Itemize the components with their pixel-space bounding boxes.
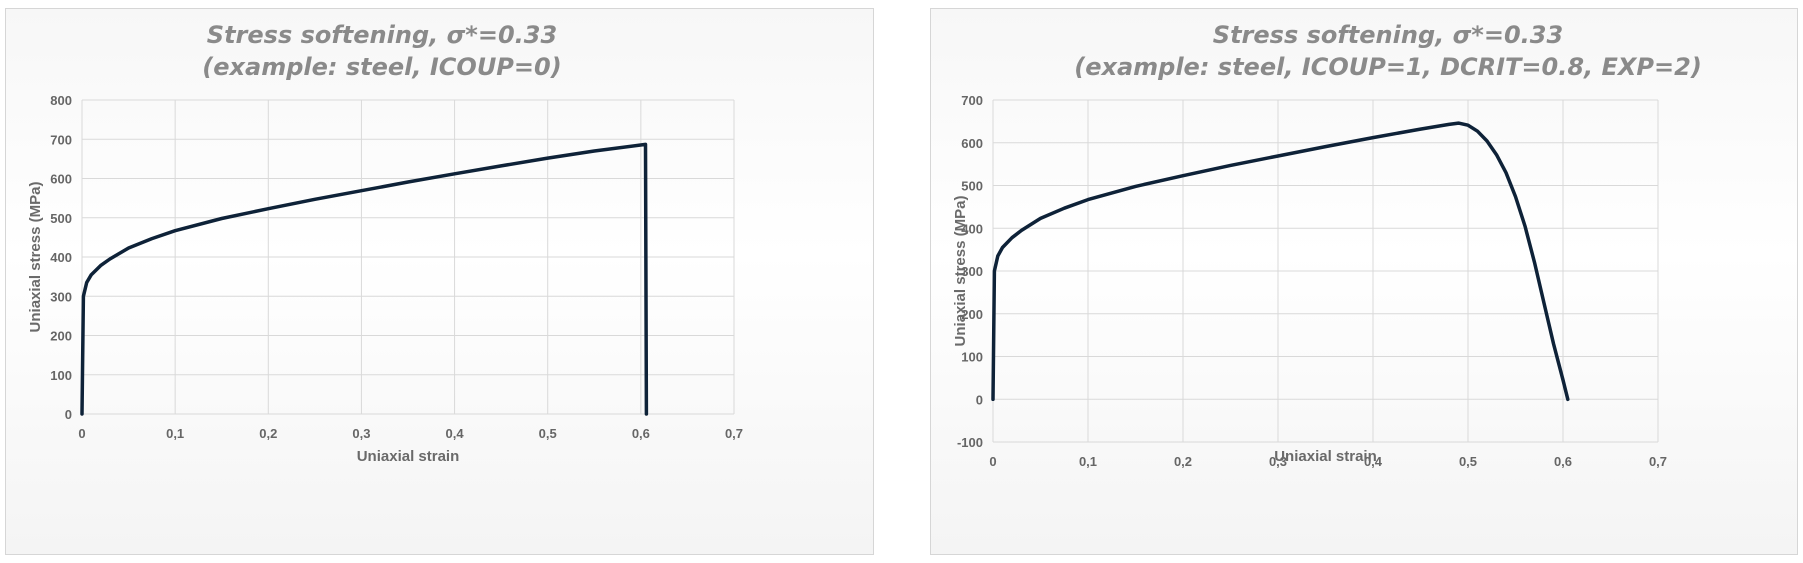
y-tick-label: -100 xyxy=(957,435,983,450)
x-tick-label: 0,1 xyxy=(166,426,184,441)
x-tick-label: 0,6 xyxy=(632,426,650,441)
x-tick-label: 0,5 xyxy=(1459,454,1477,469)
y-tick-label: 400 xyxy=(961,221,983,236)
x-tick-label: 0,2 xyxy=(1174,454,1192,469)
y-tick-label: 500 xyxy=(50,211,72,226)
x-tick-label: 0 xyxy=(989,454,996,469)
y-tick-label: 200 xyxy=(50,329,72,344)
y-tick-label: 600 xyxy=(50,172,72,187)
x-tick-label: 0,3 xyxy=(352,426,370,441)
y-tick-label: 600 xyxy=(961,136,983,151)
chart-title-line-2: (example: steel, ICOUP=0) xyxy=(202,53,561,81)
y-axis-label: Uniaxial stress (MPa) xyxy=(27,182,44,333)
x-tick-label: 0,2 xyxy=(259,426,277,441)
y-tick-label: 400 xyxy=(50,250,72,265)
x-tick-label: 0 xyxy=(78,426,85,441)
x-axis-label: Uniaxial strain xyxy=(1274,448,1377,465)
y-tick-label: 100 xyxy=(50,368,72,383)
chart-title-line-2: (example: steel, ICOUP=1, DCRIT=0.8, EXP… xyxy=(1074,53,1702,81)
x-tick-label: 0,1 xyxy=(1079,454,1097,469)
y-tick-label: 200 xyxy=(961,307,983,322)
stress-strain-curve xyxy=(80,142,649,416)
x-tick-label: 0,3 xyxy=(1269,454,1287,469)
y-tick-label: 300 xyxy=(961,264,983,279)
chart-title-line-1: Stress softening, σ*=0.33 xyxy=(207,21,557,49)
stress-strain-curve xyxy=(991,121,1570,402)
stress-strain-chart-left: Stress softening, σ*=0.33 (example: steel… xyxy=(27,21,743,465)
y-axis-label: Uniaxial stress (MPa) xyxy=(952,196,969,347)
x-tick-label: 0,7 xyxy=(1649,454,1667,469)
x-tick-label: 0,6 xyxy=(1554,454,1572,469)
chart-panel-right: Stress softening, σ*=0.33 (example: steel… xyxy=(930,8,1798,555)
y-tick-label: 500 xyxy=(961,179,983,194)
y-tick-label: 700 xyxy=(50,132,72,147)
stress-strain-chart-right: Stress softening, σ*=0.33 (example: steel… xyxy=(952,21,1702,469)
y-tick-label: 800 xyxy=(50,93,72,108)
x-tick-label: 0,4 xyxy=(446,426,465,441)
x-tick-label: 0,4 xyxy=(1364,454,1383,469)
chart-title-line-1: Stress softening, σ*=0.33 xyxy=(1213,21,1563,49)
y-tick-label: 0 xyxy=(65,407,72,422)
y-tick-label: 0 xyxy=(976,392,983,407)
x-tick-label: 0,5 xyxy=(539,426,557,441)
x-tick-label: 0,7 xyxy=(725,426,743,441)
x-axis-label: Uniaxial strain xyxy=(357,448,460,465)
y-tick-label: 100 xyxy=(961,350,983,365)
chart-panel-left: Stress softening, σ*=0.33 (example: steel… xyxy=(5,8,874,555)
y-tick-label: 700 xyxy=(961,93,983,108)
y-tick-label: 300 xyxy=(50,289,72,304)
